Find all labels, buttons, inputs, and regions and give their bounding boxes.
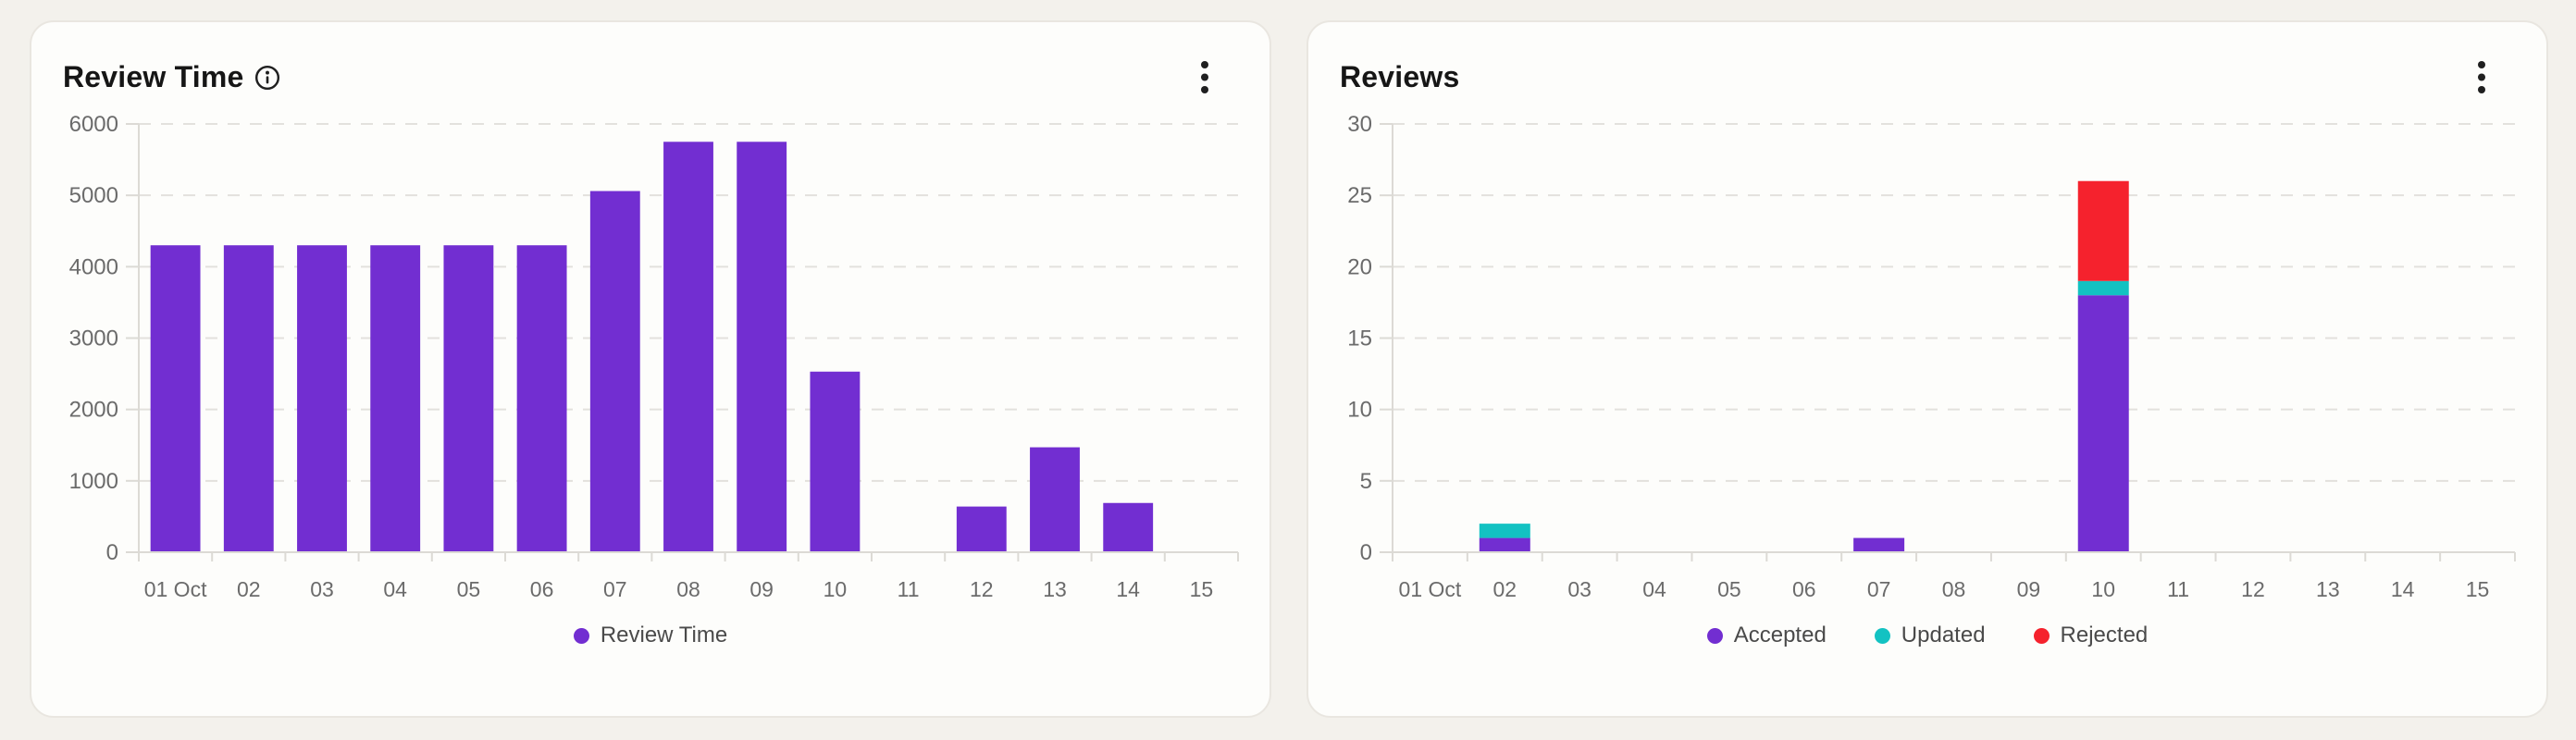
x-axis-label: 12 (970, 577, 994, 601)
x-axis-label: 07 (1867, 577, 1891, 601)
kebab-menu-icon[interactable] (2463, 57, 2500, 98)
x-axis-label: 02 (1493, 577, 1517, 601)
x-axis-label: 12 (2241, 577, 2265, 601)
kebab-menu-icon[interactable] (1186, 57, 1223, 98)
x-axis-label: 06 (530, 577, 554, 601)
bar-14-review-time[interactable] (1103, 502, 1154, 552)
legend-label: Rejected (2060, 623, 2149, 648)
x-axis-label: 03 (310, 577, 334, 601)
bar-07-accepted[interactable] (1853, 537, 1905, 552)
legend-marker-icon (573, 627, 589, 644)
x-axis-label: 01 Oct (144, 577, 207, 601)
x-axis-label: 03 (1567, 577, 1591, 601)
bar-09-review-time[interactable] (737, 142, 787, 552)
bar-10-rejected[interactable] (2077, 180, 2129, 281)
x-axis-label: 05 (1717, 577, 1741, 601)
info-circle-icon[interactable] (254, 64, 281, 92)
x-axis-label: 14 (2391, 577, 2415, 601)
x-axis-label: 06 (1792, 577, 1816, 601)
bar-02-updated[interactable] (1479, 524, 1530, 538)
bar-05-review-time[interactable] (443, 245, 494, 552)
x-axis-label: 13 (1043, 577, 1067, 601)
y-axis-label: 2000 (69, 398, 118, 423)
y-axis-label: 1000 (69, 469, 118, 494)
y-axis-label: 20 (1347, 254, 1372, 279)
legend-item-review-time[interactable]: Review Time (573, 623, 728, 648)
y-axis-label: 3000 (69, 327, 118, 352)
bar-10-updated[interactable] (2077, 280, 2129, 296)
x-axis-label: 02 (237, 577, 261, 601)
review-time-chart: 0 1000 2000 3000 4000 5000 6000 01 Oct 02 03 04 05 0… (69, 112, 1239, 601)
legend-item-accepted[interactable]: Accepted (1706, 623, 1827, 648)
x-axis-label: 13 (2316, 577, 2340, 601)
x-axis-label: 05 (457, 577, 481, 601)
x-axis-label: 07 (603, 577, 627, 601)
x-axis-label: 10 (2091, 577, 2115, 601)
y-axis-label: 5000 (69, 183, 118, 208)
legend-marker-icon (1706, 627, 1723, 644)
reviews-legend: Accepted Updated Rejected (1308, 623, 2546, 648)
bar-07-review-time[interactable] (589, 191, 640, 552)
bar-13-review-time[interactable] (1030, 447, 1080, 552)
y-axis-label: 15 (1347, 327, 1372, 352)
legend-item-updated[interactable]: Updated (1874, 623, 1986, 648)
x-axis-label: 04 (1642, 577, 1666, 601)
legend-item-rejected[interactable]: Rejected (2033, 623, 2149, 648)
x-axis-label: 10 (824, 577, 848, 601)
bar-02-review-time[interactable] (223, 245, 274, 552)
reviews-title-wrap: Reviews (1340, 61, 1459, 93)
x-axis-label: 15 (1190, 577, 1214, 601)
bar-03-review-time[interactable] (297, 245, 347, 552)
bar-01-Oct-review-time[interactable] (150, 245, 201, 552)
x-axis-label: 01 Oct (1399, 577, 1462, 601)
y-axis-label: 10 (1347, 398, 1372, 423)
legend-label: Accepted (1733, 623, 1827, 648)
legend-label: Review Time (600, 623, 728, 648)
review-time-title: Review Time (63, 60, 244, 94)
reviews-card: Reviews 0 5 10 15 20 25 30 01 Oct 02 03 04 05 06 07 08… (1307, 20, 2548, 718)
y-axis-label: 4000 (69, 254, 118, 279)
bar-12-review-time[interactable] (956, 506, 1007, 552)
legend-marker-icon (1874, 627, 1890, 644)
y-axis-label: 30 (1347, 112, 1372, 137)
review-time-card-header: Review Time (31, 22, 1269, 100)
review-time-legend: Review Time (31, 623, 1269, 648)
y-axis-label: 5 (1360, 469, 1372, 494)
x-axis-label: 08 (676, 577, 700, 601)
x-axis-label: 09 (749, 577, 774, 601)
bar-02-accepted[interactable] (1479, 537, 1530, 552)
x-axis-label: 09 (2017, 577, 2041, 601)
reviews-title: Reviews (1340, 60, 1460, 94)
y-axis-label: 0 (106, 540, 118, 565)
y-axis-label: 25 (1347, 183, 1372, 208)
x-axis-label: 15 (2466, 577, 2490, 601)
x-axis-label: 11 (898, 577, 920, 601)
review-time-card: Review Time 0 1000 2000 3000 4000 5000 6000 01 (30, 20, 1271, 718)
y-axis-label: 0 (1360, 540, 1372, 565)
bar-06-review-time[interactable] (516, 245, 567, 552)
reviews-card-header: Reviews (1308, 22, 2546, 100)
legend-marker-icon (2033, 627, 2050, 644)
bar-04-review-time[interactable] (370, 245, 421, 552)
bar-10-review-time[interactable] (810, 371, 861, 552)
bar-10-accepted[interactable] (2077, 295, 2129, 552)
review-time-title-wrap: Review Time (63, 61, 281, 93)
legend-label: Updated (1901, 623, 1986, 648)
x-axis-label: 04 (383, 577, 407, 601)
y-axis-label: 6000 (69, 112, 118, 137)
x-axis-label: 08 (1942, 577, 1966, 601)
x-axis-label: 11 (2167, 577, 2189, 601)
bar-08-review-time[interactable] (663, 142, 713, 552)
x-axis-label: 14 (1116, 577, 1140, 601)
